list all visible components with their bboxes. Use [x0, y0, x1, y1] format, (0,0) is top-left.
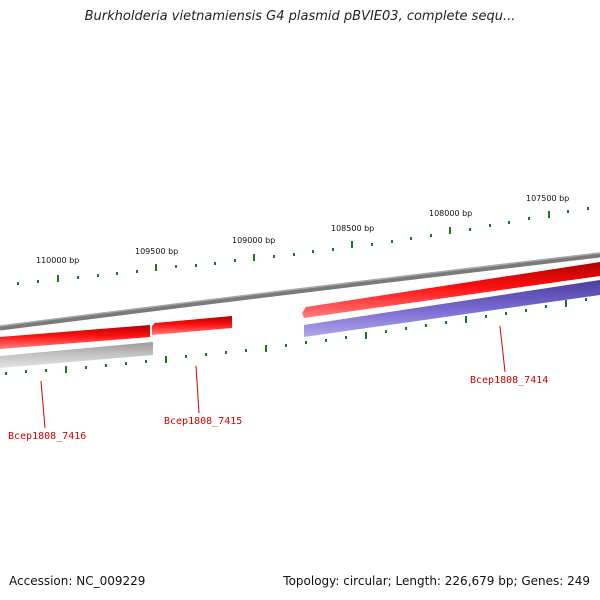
gene-leader-line: [40, 380, 46, 429]
tick-label: 108500 bp: [331, 224, 374, 233]
outer-tick-row: [17, 207, 589, 285]
tick-label: 109000 bp: [232, 236, 275, 245]
gene-leader-line: [499, 325, 506, 373]
gene-bar-bcep1808-7416[interactable]: [0, 342, 153, 368]
map-title: Burkholderia vietnamiensis G4 plasmid pB…: [84, 9, 516, 24]
inner-tick-row: [5, 298, 587, 375]
gene-label-bcep1808-7415[interactable]: Bcep1808_7415: [164, 416, 242, 427]
forward-gene-bar[interactable]: [152, 316, 232, 335]
tick-label: 108000 bp: [429, 209, 472, 218]
gene-leader-line: [195, 365, 200, 414]
accession-text: Accession: NC_009229: [9, 574, 146, 588]
gene-label-bcep1808-7416[interactable]: Bcep1808_7416: [8, 431, 86, 442]
tick-label: 107500 bp: [526, 194, 569, 203]
forward-gene-bar[interactable]: [302, 262, 600, 318]
sequence-summary: Topology: circular; Length: 226,679 bp; …: [283, 574, 590, 588]
plasmid-backbone: [0, 252, 600, 331]
gene-bar-bcep1808-7414[interactable]: [304, 280, 600, 337]
forward-gene-bar[interactable]: [0, 325, 150, 349]
tick-label: 110000 bp: [36, 256, 79, 265]
tick-label: 109500 bp: [135, 247, 178, 256]
gene-label-bcep1808-7414[interactable]: Bcep1808_7414: [470, 375, 548, 386]
